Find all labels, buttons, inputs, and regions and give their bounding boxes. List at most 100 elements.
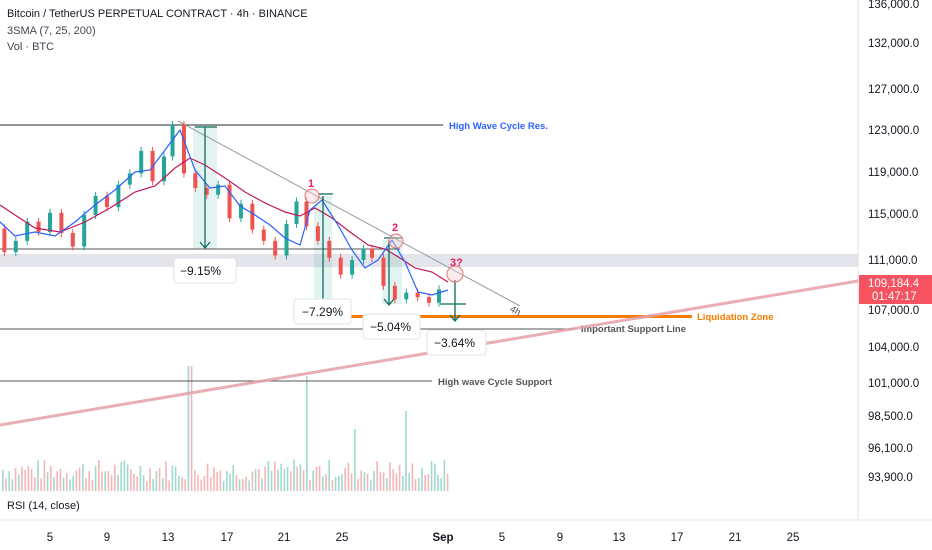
volume-bar (379, 472, 382, 491)
volume-bar (114, 464, 116, 491)
volume-bar (194, 470, 196, 491)
volume-bar (386, 478, 388, 491)
volume-bar (139, 465, 142, 491)
volume-bar (280, 463, 282, 491)
volume-bar (117, 475, 119, 491)
drop-box-3 (362, 313, 421, 340)
volume-bar (440, 478, 442, 491)
volume-bar (88, 471, 90, 491)
candle-body (304, 201, 309, 227)
candle-body (116, 184, 121, 208)
volume-bar (411, 463, 414, 491)
time-scale[interactable]: 5 9 13 17 21 25 Sep 5 9 13 17 21 25 (47, 532, 800, 544)
volume-bar (46, 471, 49, 491)
wedge-point-1-circle[interactable] (304, 188, 320, 204)
price-tick: 98,500.0 (868, 411, 913, 423)
wedge-point-3-circle[interactable] (446, 265, 464, 283)
drop-box-2 (293, 298, 352, 325)
ma-7-line (0, 128, 449, 296)
volume-bar (286, 467, 289, 491)
price-tick: 93,900.0 (868, 472, 913, 484)
volume-bar (50, 466, 52, 491)
volume-bar (190, 366, 193, 491)
volume-bar (446, 473, 449, 491)
drop-label-2: −7.29% (302, 305, 343, 319)
volume-bar (69, 479, 71, 491)
volume-bar (155, 470, 158, 491)
volume-bar (315, 466, 318, 491)
volume-bar (395, 473, 398, 491)
candle-body (127, 173, 132, 185)
volume-bar (24, 470, 26, 491)
candle-body (181, 125, 186, 174)
price-tick: 104,000.0 (868, 342, 919, 354)
volume-bar (366, 473, 369, 491)
volume-bar (59, 468, 62, 491)
candle-body (25, 221, 30, 241)
wedge-point-1-label: 1 (308, 178, 314, 190)
volume-bar (174, 466, 177, 491)
volume-bar (251, 471, 254, 491)
volume-bar (430, 460, 433, 491)
volume-bar (306, 376, 308, 491)
wedge-point-2-label: 2 (392, 222, 398, 234)
volume-bar (414, 479, 417, 491)
volume-bar (216, 472, 218, 491)
drop-arrows (195, 126, 466, 323)
volume-bar (149, 468, 151, 491)
candle-body (350, 260, 355, 275)
volume-bar (222, 480, 225, 491)
volume-bar (309, 479, 311, 491)
resistance-zone-band (0, 254, 858, 267)
volume-bar (277, 470, 279, 491)
volume-bar (130, 468, 132, 491)
volume-bar (373, 470, 375, 491)
price-scale[interactable]: 136,000.0 132,000.0 127,000.0 123,000.0 … (868, 0, 919, 484)
rsi-indicator-label[interactable]: RSI (14, close) (7, 500, 80, 512)
price-tick: 127,000.0 (868, 84, 919, 96)
candle-body (82, 215, 87, 247)
level-label-liquidation: Liquidation Zone (697, 312, 774, 323)
wedge-point-2-circle[interactable] (388, 233, 404, 249)
volume-bar (347, 462, 350, 491)
candle-body (427, 297, 432, 303)
volume-bar (427, 473, 430, 491)
indicator-sma-label[interactable]: 3SMA (7, 25, 200) (7, 25, 96, 37)
candle-body (13, 240, 18, 253)
volume-bar (408, 472, 410, 491)
trendline-label: 4h (508, 304, 523, 319)
candle-body (261, 229, 266, 241)
volume-bar (264, 466, 266, 491)
volume-bar (142, 475, 145, 491)
candle-body (36, 221, 41, 232)
volume-bar (363, 472, 366, 491)
volume-bar (344, 467, 346, 491)
date-tick: Sep (432, 532, 453, 544)
candle-body (105, 195, 109, 208)
volume-bar (302, 469, 305, 491)
volume-bar (40, 478, 42, 491)
volume-bar (56, 471, 58, 491)
price-tick: 132,000.0 (868, 38, 919, 50)
volume-bar (267, 461, 270, 491)
wedge-point-3-label: 3? (450, 257, 463, 269)
volume-bar (120, 462, 122, 491)
date-tick: 13 (162, 532, 175, 544)
volume-bar (123, 460, 126, 491)
volume-bar (187, 366, 190, 491)
volume-bar (30, 468, 33, 491)
volume-bar (258, 469, 260, 491)
volume-bar (325, 474, 327, 491)
volume-bar (274, 461, 276, 491)
volume-bar (232, 465, 234, 491)
volume-bar (152, 479, 154, 491)
candle-body (338, 257, 343, 275)
date-tick: 9 (104, 532, 110, 544)
volume-bar (354, 429, 356, 491)
indicator-volume-label[interactable]: Vol · BTC (7, 41, 55, 53)
volume-bar (94, 466, 97, 491)
volume-bar (206, 463, 209, 491)
volume-bar (200, 479, 202, 491)
volume-bar (328, 459, 330, 491)
